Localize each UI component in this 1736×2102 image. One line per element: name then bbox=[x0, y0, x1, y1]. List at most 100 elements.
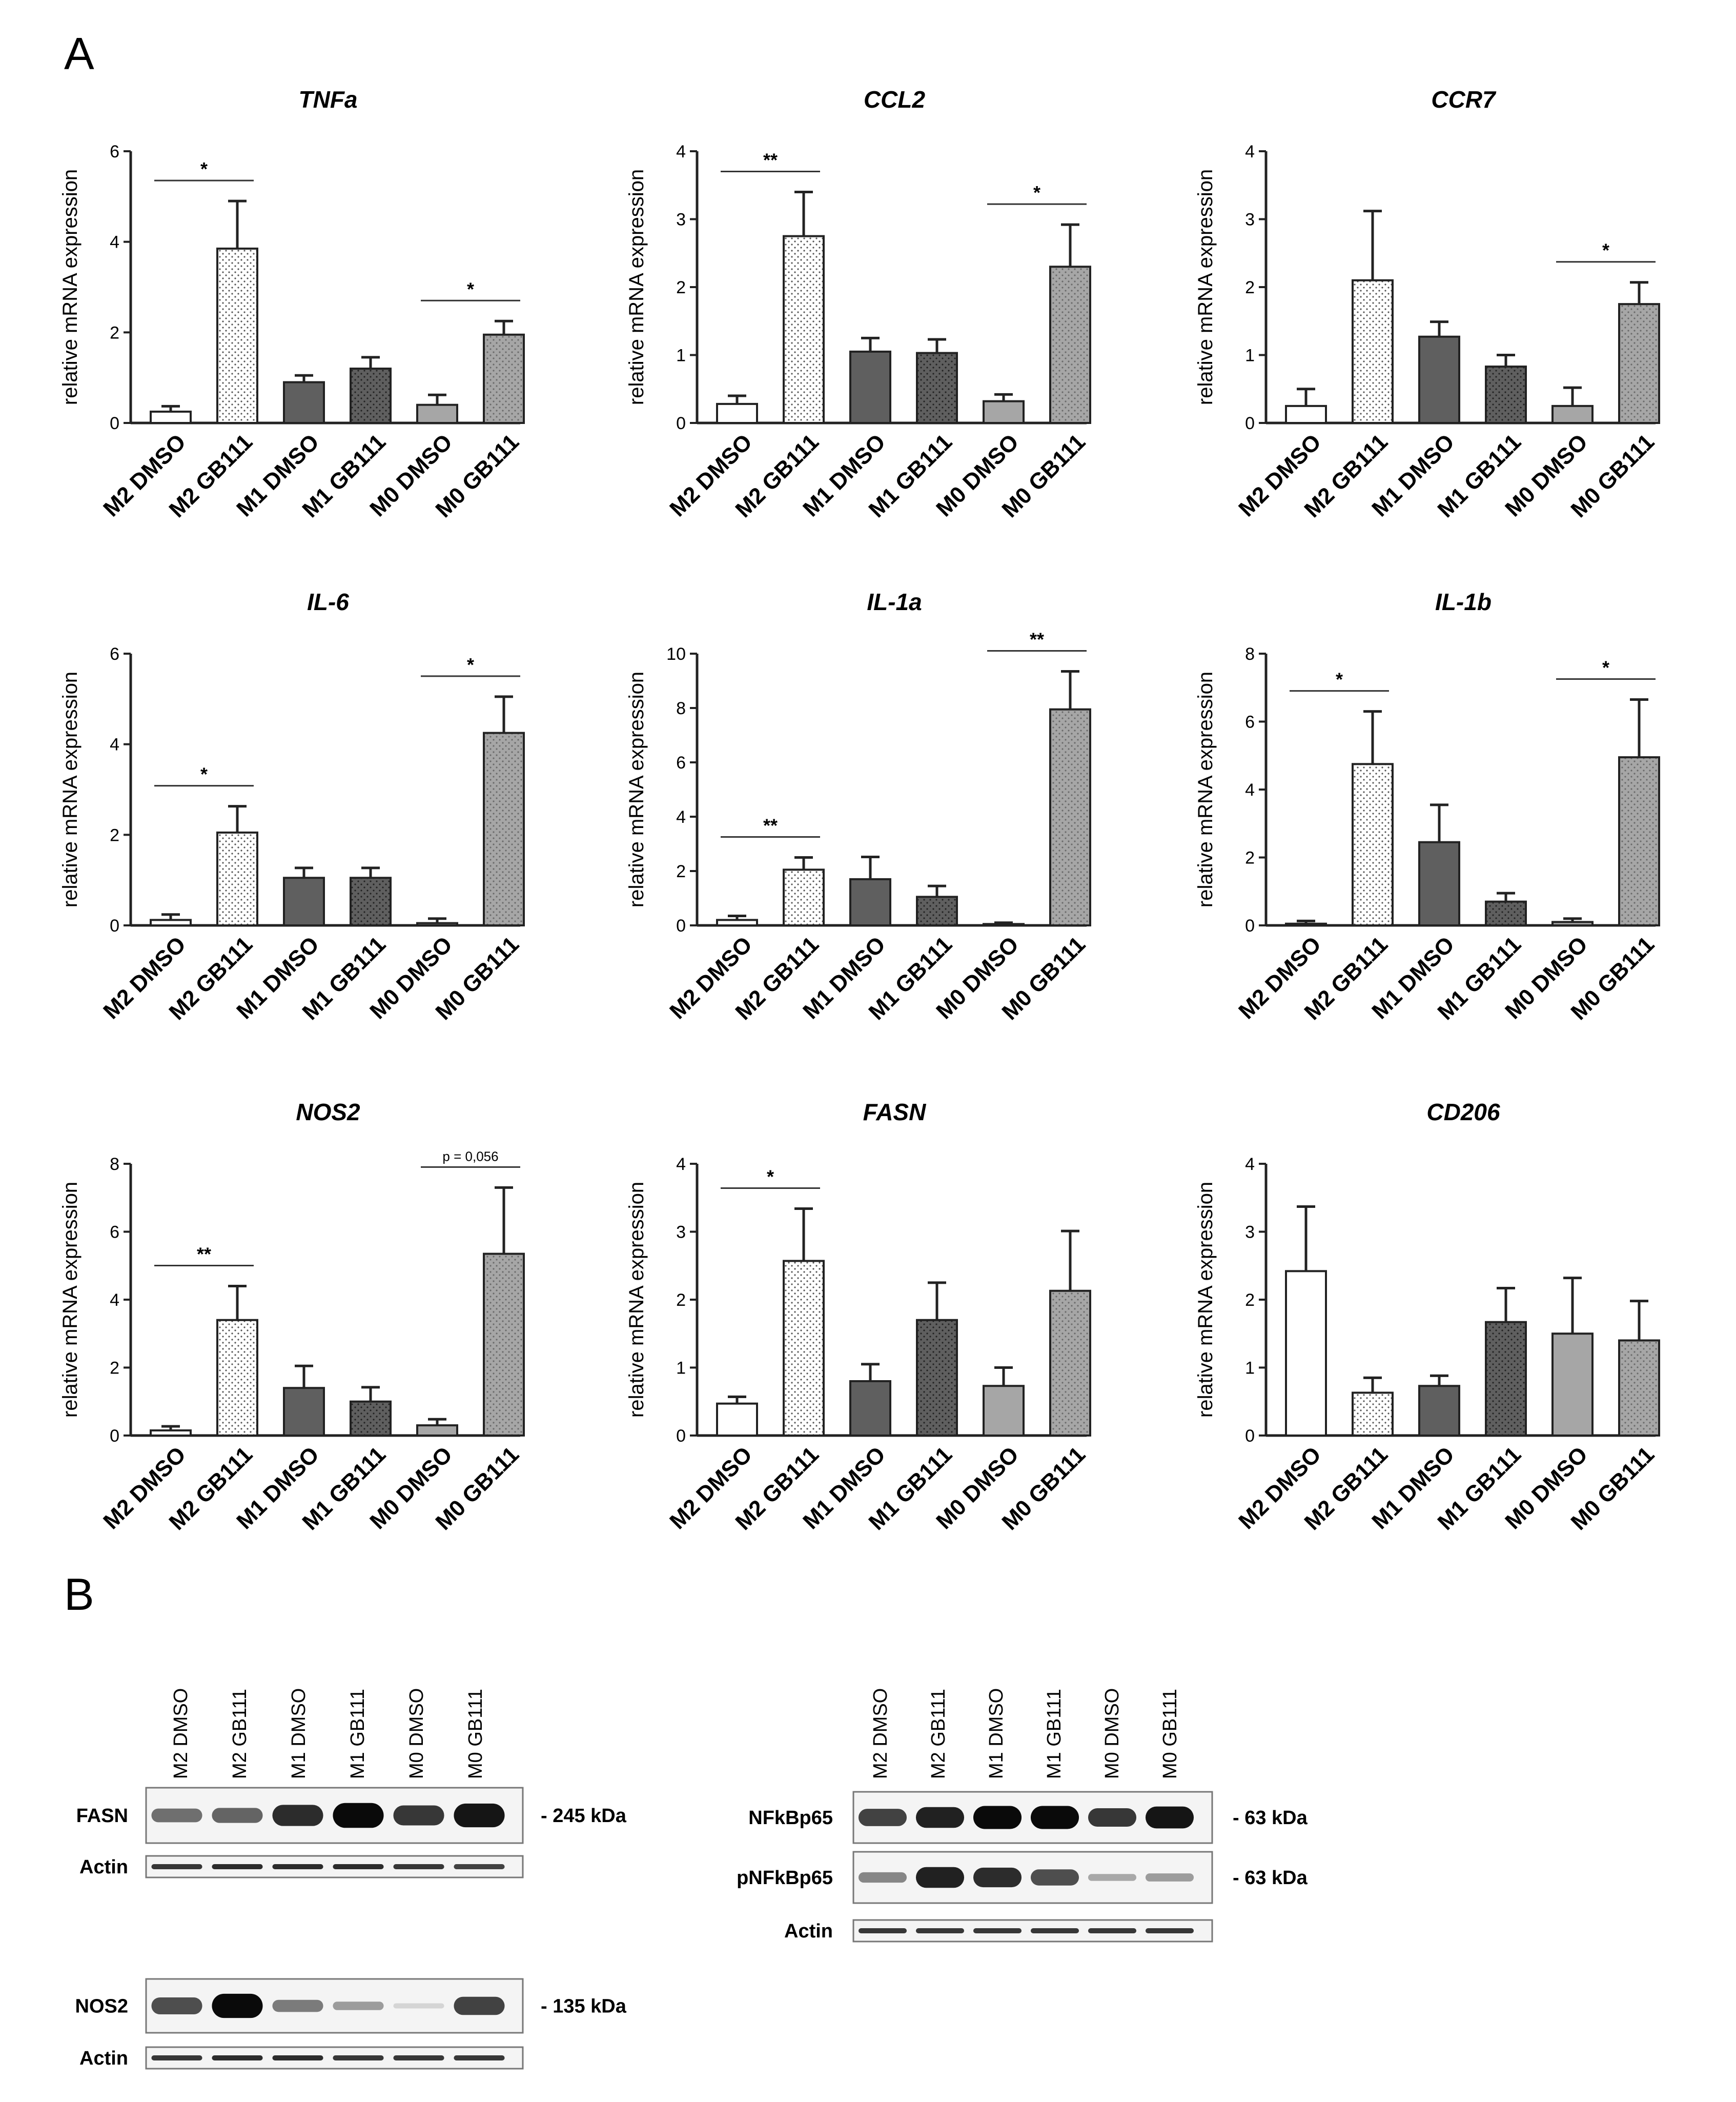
protein-band bbox=[1030, 1928, 1079, 1933]
protein-band bbox=[333, 2002, 384, 2010]
protein-band bbox=[212, 1808, 263, 1823]
bar bbox=[1551, 405, 1594, 424]
significance-label: * bbox=[467, 654, 474, 675]
lane-label: M0 GB111 bbox=[465, 1689, 486, 1779]
bar bbox=[1485, 1321, 1527, 1437]
y-tick-label: 4 bbox=[1245, 142, 1255, 161]
y-tick-label: 4 bbox=[110, 735, 119, 755]
bar bbox=[416, 1424, 458, 1437]
bar bbox=[1485, 366, 1527, 425]
y-tick-label: 0 bbox=[1245, 414, 1255, 433]
bar bbox=[1049, 266, 1091, 424]
bar bbox=[350, 877, 392, 926]
significance-label: * bbox=[1602, 657, 1609, 678]
significance-label: ** bbox=[763, 150, 778, 171]
bar bbox=[1049, 1289, 1091, 1437]
bar bbox=[783, 868, 825, 926]
lane-label: M2 DMSO bbox=[870, 1688, 891, 1779]
significance-label: p = 0,056 bbox=[442, 1148, 498, 1164]
protein-band bbox=[151, 1997, 202, 2015]
lane-label: M1 GB111 bbox=[1044, 1689, 1065, 1779]
protein-band bbox=[1088, 1928, 1137, 1933]
significance-label: * bbox=[200, 764, 208, 785]
protein-band bbox=[393, 1864, 444, 1869]
protein-label: Actin bbox=[79, 2048, 128, 2069]
chart-title: IL-6 bbox=[307, 589, 349, 615]
y-tick-label: 0 bbox=[676, 1426, 686, 1446]
protein-band bbox=[393, 2055, 444, 2060]
bar bbox=[716, 1402, 758, 1437]
protein-label: NFkBp65 bbox=[748, 1807, 833, 1829]
protein-band bbox=[454, 2055, 505, 2060]
chart-title: CCR7 bbox=[1431, 86, 1497, 113]
bar bbox=[1418, 1385, 1460, 1437]
lane-label: M0 DMSO bbox=[406, 1688, 427, 1779]
bar bbox=[849, 350, 891, 424]
y-axis-label: relative mRNA expression bbox=[625, 169, 648, 405]
bar bbox=[483, 1252, 525, 1437]
protein-band bbox=[393, 1805, 444, 1826]
protein-band bbox=[858, 1809, 907, 1826]
bar bbox=[783, 235, 825, 424]
protein-band bbox=[1088, 1874, 1137, 1881]
y-tick-label: 2 bbox=[1245, 278, 1255, 297]
protein-band bbox=[973, 1928, 1022, 1933]
bar bbox=[150, 919, 192, 927]
blot-row-actin: Actin bbox=[784, 1919, 1213, 1943]
blot-row-nfkbp65: NFkBp65 - 63 kDa bbox=[748, 1791, 1308, 1844]
y-tick-label: 0 bbox=[110, 1426, 119, 1446]
protein-label: Actin bbox=[79, 1856, 128, 1878]
lane-label: M0 DMSO bbox=[1101, 1688, 1123, 1779]
y-tick-label: 6 bbox=[110, 1223, 119, 1242]
protein-band bbox=[1145, 1873, 1194, 1882]
chart-title: TNFa bbox=[299, 86, 358, 113]
protein-band bbox=[151, 1808, 202, 1823]
y-tick-label: 2 bbox=[110, 1359, 119, 1378]
bar bbox=[849, 878, 891, 927]
chart-title: IL-1b bbox=[1435, 589, 1492, 615]
blot-row-actin: Actin bbox=[79, 1855, 524, 1878]
molecular-weight-label: - 245 kDa bbox=[541, 1805, 627, 1827]
y-tick-label: 0 bbox=[110, 414, 119, 433]
bar bbox=[483, 333, 525, 424]
y-tick-label: 3 bbox=[1245, 210, 1255, 230]
y-tick-label: 4 bbox=[676, 807, 686, 827]
y-axis-label: relative mRNA expression bbox=[59, 1182, 81, 1418]
chart-title: FASN bbox=[863, 1099, 926, 1125]
significance-label: ** bbox=[1030, 629, 1044, 650]
bar bbox=[1618, 303, 1660, 424]
bar bbox=[1551, 921, 1594, 926]
lane-label: M0 GB111 bbox=[1159, 1689, 1181, 1779]
molecular-weight-label: - 63 kDa bbox=[1233, 1807, 1308, 1829]
bar bbox=[916, 896, 958, 926]
blot-row-actin: Actin bbox=[79, 2046, 524, 2070]
chart-title: CD206 bbox=[1426, 1099, 1500, 1125]
y-tick-label: 0 bbox=[676, 916, 686, 936]
protein-band bbox=[1145, 1806, 1194, 1829]
protein-band bbox=[272, 1999, 323, 2012]
bar bbox=[916, 352, 958, 425]
western-blots: M2 DMSO M2 GB111 M1 DMSO M1 GB111 M0 DMSO M0 … bbox=[75, 1688, 1308, 2070]
bar bbox=[283, 381, 325, 424]
y-tick-label: 2 bbox=[1245, 1290, 1255, 1310]
y-tick-label: 1 bbox=[1245, 1359, 1255, 1378]
protein-band bbox=[272, 1864, 323, 1869]
significance-label: * bbox=[1602, 240, 1609, 261]
y-tick-label: 0 bbox=[1245, 916, 1255, 936]
bar bbox=[150, 1429, 192, 1437]
protein-band bbox=[1145, 1928, 1194, 1933]
protein-band bbox=[272, 2055, 323, 2060]
protein-band bbox=[1030, 1806, 1079, 1829]
protein-band bbox=[915, 1807, 965, 1828]
significance-label: * bbox=[767, 1166, 774, 1187]
y-tick-label: 2 bbox=[676, 278, 686, 297]
bar bbox=[716, 402, 758, 425]
bar bbox=[1285, 405, 1327, 424]
bar bbox=[716, 919, 758, 927]
lane-label: M2 GB111 bbox=[229, 1689, 251, 1779]
y-tick-label: 8 bbox=[676, 699, 686, 718]
